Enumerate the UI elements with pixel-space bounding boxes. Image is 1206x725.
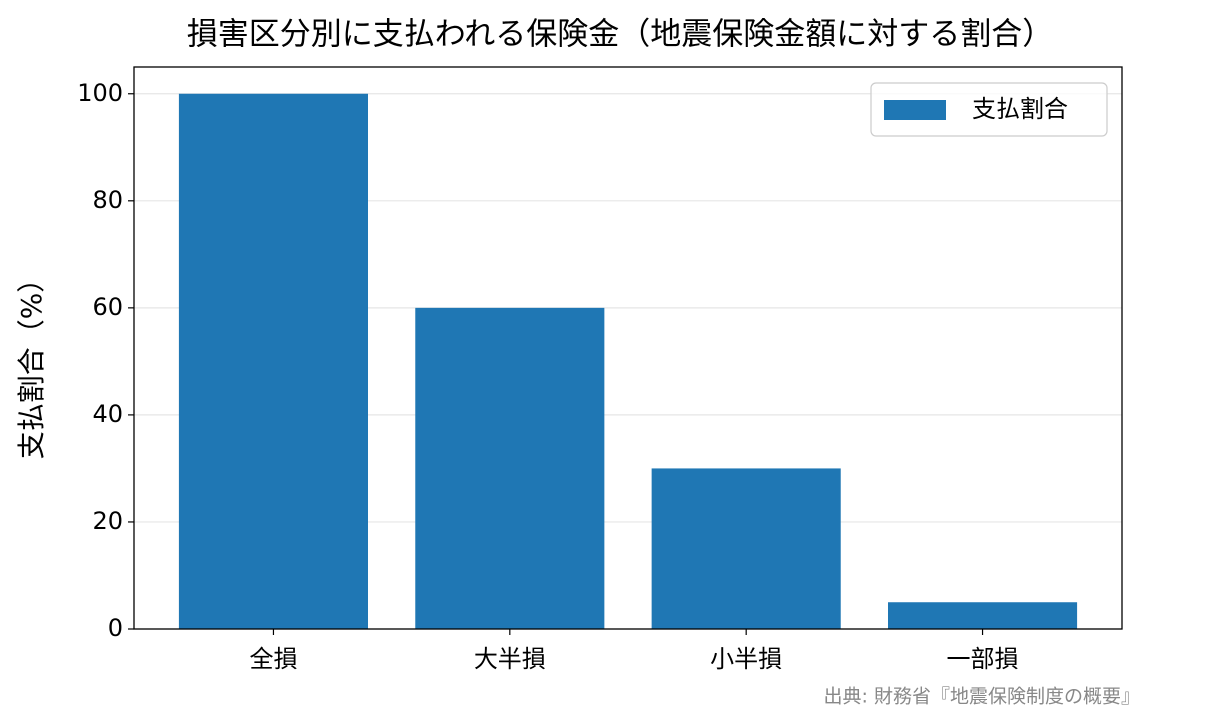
y-tick-label: 40: [92, 400, 123, 428]
bar: [415, 307, 605, 629]
y-tick-label: 80: [92, 186, 123, 214]
x-tick-label: 全損: [249, 645, 297, 673]
x-tick-label: 小半損: [710, 645, 782, 673]
bar: [178, 93, 368, 629]
y-tick-label: 100: [77, 79, 123, 107]
bar: [888, 602, 1078, 629]
y-tick-label: 0: [108, 614, 123, 642]
legend-box: [870, 82, 1108, 137]
legend-label: 支払割合: [972, 95, 1068, 123]
bar: [651, 468, 841, 629]
x-tick-label: 一部損: [947, 645, 1019, 673]
source-note: 出典: 財務省『地震保険制度の概要』: [824, 686, 1140, 708]
plot-frame: [133, 66, 1123, 630]
y-tick-label: 20: [92, 507, 123, 535]
y-tick-label: 60: [92, 293, 123, 321]
legend-swatch: [884, 100, 946, 120]
y-axis-label: 支払割合（%）: [15, 265, 48, 460]
chart-title: 損害区分別に支払われる保険金（地震保険金額に対する割合）: [187, 17, 1053, 53]
x-tick-label: 大半損: [474, 645, 546, 673]
